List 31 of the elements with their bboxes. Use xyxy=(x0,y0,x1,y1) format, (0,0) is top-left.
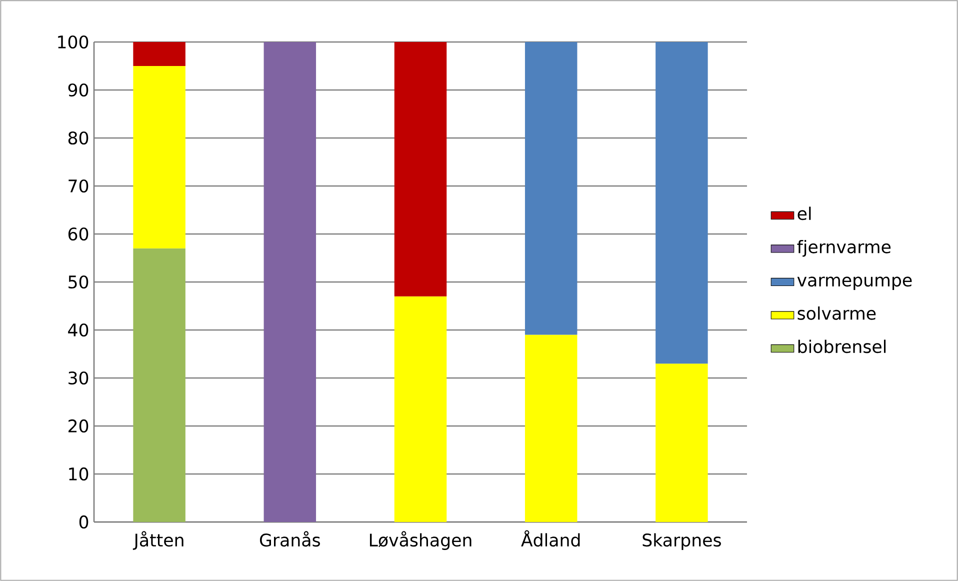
y-tick-label: 40 xyxy=(68,323,88,337)
legend-label: varmepumpe xyxy=(797,276,912,290)
bar xyxy=(524,334,578,522)
bar xyxy=(524,42,578,335)
y-tick-label: 20 xyxy=(68,419,88,433)
y-tick-label: 90 xyxy=(68,83,88,97)
y-tick-label: 80 xyxy=(68,131,88,145)
bar xyxy=(394,296,447,522)
bar xyxy=(264,42,316,522)
legend-label: biobrensel xyxy=(798,340,886,354)
y-tick-label: 50 xyxy=(68,275,88,289)
bar xyxy=(394,42,447,296)
legend-label: el xyxy=(798,206,811,220)
x-tick-label: Jåtten xyxy=(132,531,184,550)
bar xyxy=(656,364,708,522)
bar xyxy=(133,42,186,66)
y-tick-label: 70 xyxy=(68,179,88,193)
bar xyxy=(133,66,186,248)
x-tick-label: Løvåshagen xyxy=(370,531,472,550)
y-tick-label: 10 xyxy=(69,467,88,481)
y-tick-label: 100 xyxy=(58,35,88,49)
y-tick-label: 60 xyxy=(68,227,88,241)
legend-label: fjernvarme xyxy=(797,240,891,257)
x-tick-label: Ådland xyxy=(521,530,580,547)
x-tick-label: Granås xyxy=(260,531,320,547)
y-tick-label: 30 xyxy=(68,371,88,385)
y-tick-label: 0 xyxy=(79,515,88,529)
legend-label: solvarme xyxy=(798,306,876,320)
x-tick-label: Skarpnes xyxy=(642,533,721,550)
bar xyxy=(133,248,186,522)
bar xyxy=(656,42,708,364)
